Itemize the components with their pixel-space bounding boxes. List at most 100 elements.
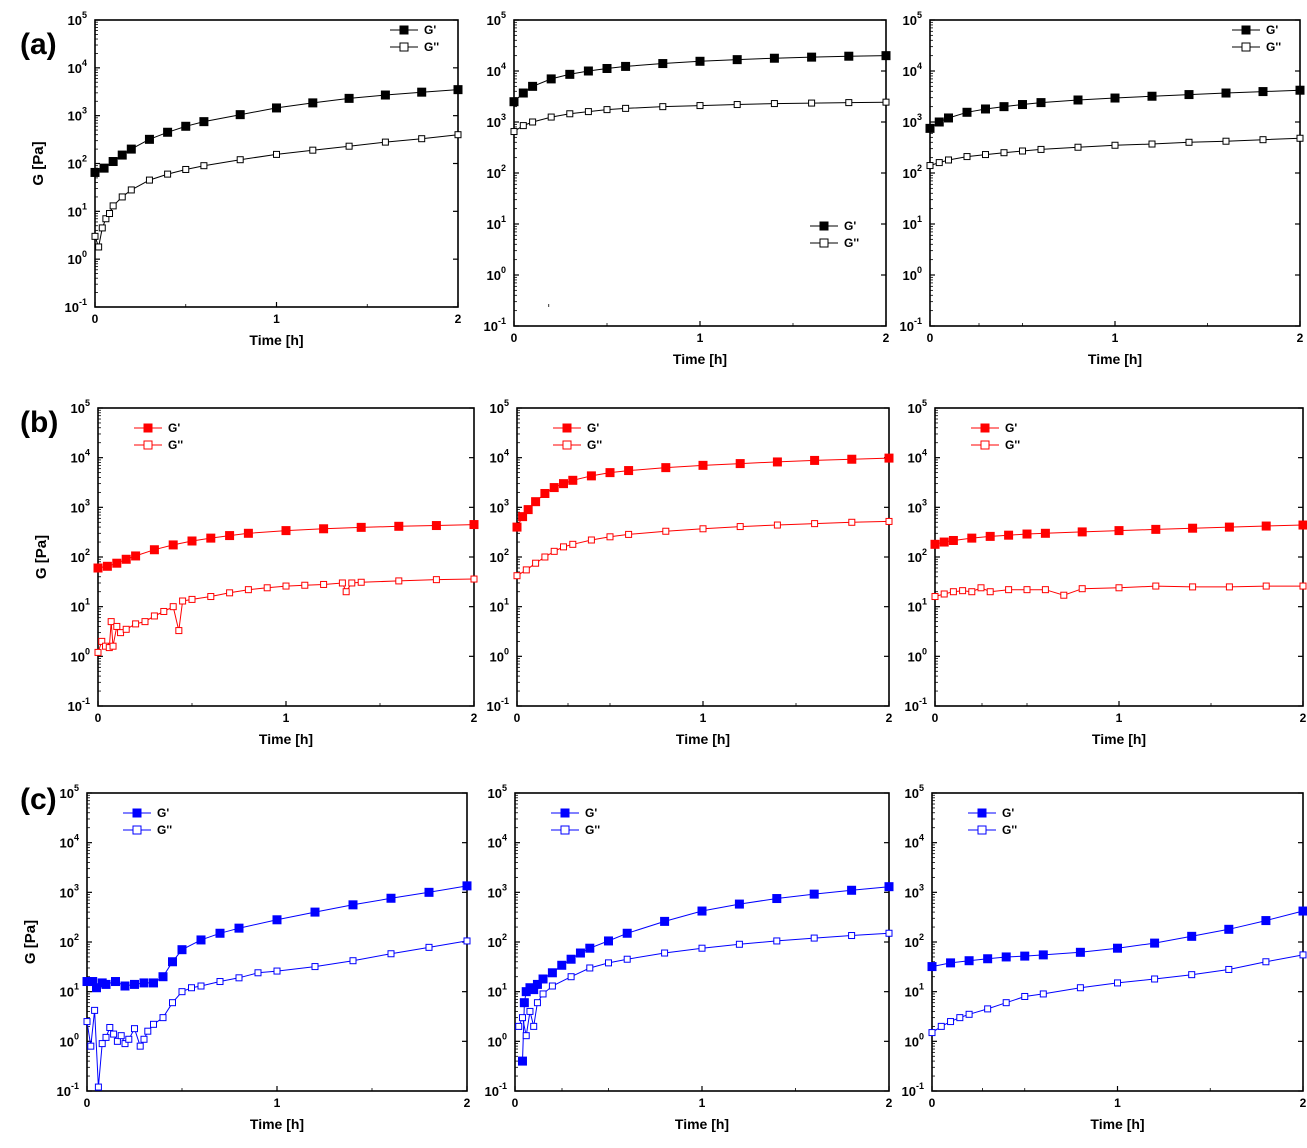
x-tick-label: 1 [1116, 711, 1123, 725]
y-tick-label: 100 [490, 646, 509, 664]
gprime-point [1295, 85, 1305, 95]
gprime-point [934, 117, 944, 127]
y-tick-label: 102 [908, 547, 927, 565]
plot-frame [94, 19, 459, 308]
gprime-point [981, 104, 990, 114]
gprime-point [462, 881, 472, 891]
y-tick-label: 10-1 [900, 316, 922, 334]
gdoubleprime-point [381, 138, 389, 146]
y-tick-label: 104 [60, 833, 79, 851]
gdoubleprime-point [342, 588, 350, 596]
gdoubleprime-point [141, 618, 149, 626]
gdoubleprime-point [605, 959, 612, 967]
gprime-point [121, 554, 131, 564]
gdoubleprime-point [348, 579, 356, 587]
y-tick-label: 104 [490, 448, 509, 466]
gprime-point [772, 457, 782, 467]
y-tick-label: 105 [903, 10, 922, 28]
gprime-point [215, 928, 225, 938]
plot-frame [516, 407, 890, 707]
gprime-point [168, 540, 178, 550]
plot-frame [86, 792, 468, 1092]
gprime-point [1224, 924, 1234, 934]
gprime-point [181, 121, 191, 131]
gprime-point [1001, 952, 1011, 962]
y-tick-label: 102 [68, 154, 87, 172]
gprime-point [1073, 95, 1083, 105]
y-tick-label: 105 [68, 10, 87, 28]
legend-label: G'' [844, 236, 859, 250]
gprime-point [658, 59, 668, 69]
x-tick-label: 2 [471, 711, 478, 725]
gprime-point [847, 454, 857, 464]
gdoubleprime-point [107, 618, 115, 626]
legend-label: G' [1266, 23, 1278, 37]
legend-marker [399, 42, 409, 52]
gprime-point [939, 537, 949, 547]
gdoubleprime-point [1151, 975, 1159, 983]
chart-a0: 10-1 100 101 102 103 104 105 0 1 2 Time [h] G [Pa] G… [30, 10, 550, 348]
gdoubleprime-point [606, 533, 614, 541]
legend-label: G' [424, 23, 436, 37]
gprime-point [810, 455, 820, 465]
gdoubleprime-point [109, 642, 117, 650]
gprime-point [967, 533, 977, 543]
gprime-point [348, 900, 358, 910]
gprime-point [517, 1056, 527, 1066]
gdoubleprime-point [530, 1022, 538, 1030]
gprime-point [319, 524, 329, 534]
gdoubleprime-point [169, 603, 177, 611]
gdoubleprime-point [698, 944, 706, 952]
gdoubleprime-point [931, 593, 939, 601]
gprime-point [528, 81, 538, 91]
gdoubleprime-point [1225, 965, 1233, 973]
gprime-point [985, 531, 995, 541]
gprime-point [235, 110, 245, 120]
y-tick-label: 105 [487, 10, 506, 28]
gdoubleprime-point [1076, 984, 1084, 992]
series-line [931, 954, 1304, 1034]
gdoubleprime-point [1299, 582, 1307, 590]
legend-label: G' [157, 806, 169, 820]
x-tick-label: 1 [273, 312, 280, 326]
gdoubleprime-point [1002, 999, 1010, 1007]
gdoubleprime-point [1074, 143, 1082, 151]
gdoubleprime-point [345, 142, 353, 150]
gprime-point [884, 453, 894, 463]
y-tick-label: 105 [71, 398, 90, 416]
gdoubleprime-point [662, 527, 670, 535]
gdoubleprime-point [885, 517, 893, 525]
gdoubleprime-point [106, 1023, 114, 1031]
legend-marker [819, 221, 829, 231]
gdoubleprime-point [518, 1014, 526, 1022]
plot-frame [931, 792, 1304, 1092]
y-tick-label: 10-1 [57, 1081, 79, 1099]
gprime-point [807, 52, 817, 62]
legend-marker [562, 440, 572, 450]
gprime-point [1075, 947, 1085, 957]
gprime-point [102, 561, 112, 571]
plot-frame [513, 19, 887, 327]
gdoubleprime-point [584, 108, 592, 116]
y-tick-label: 103 [71, 497, 90, 515]
gdoubleprime-point [945, 156, 952, 164]
x-axis-label: Time [h] [259, 731, 313, 747]
gdoubleprime-point [87, 1042, 95, 1050]
legend-marker [560, 808, 570, 818]
gprime-point [308, 98, 318, 108]
row-label-a: (a) [20, 28, 57, 61]
gprime-point [1258, 87, 1268, 97]
gdoubleprime-point [91, 232, 99, 240]
y-tick-label: 105 [60, 783, 79, 801]
gprime-point [697, 906, 707, 916]
y-tick-label: 103 [68, 106, 87, 124]
y-tick-label: 100 [60, 1031, 79, 1049]
row-label-b: (b) [20, 406, 59, 439]
gdoubleprime-point [357, 578, 365, 586]
gdoubleprime-point [244, 586, 252, 594]
x-tick-label: 1 [1114, 1096, 1121, 1110]
gprime-point [944, 113, 953, 123]
gprime-point [272, 103, 281, 113]
gdoubleprime-point [117, 629, 125, 637]
gprime-point [1018, 100, 1027, 110]
